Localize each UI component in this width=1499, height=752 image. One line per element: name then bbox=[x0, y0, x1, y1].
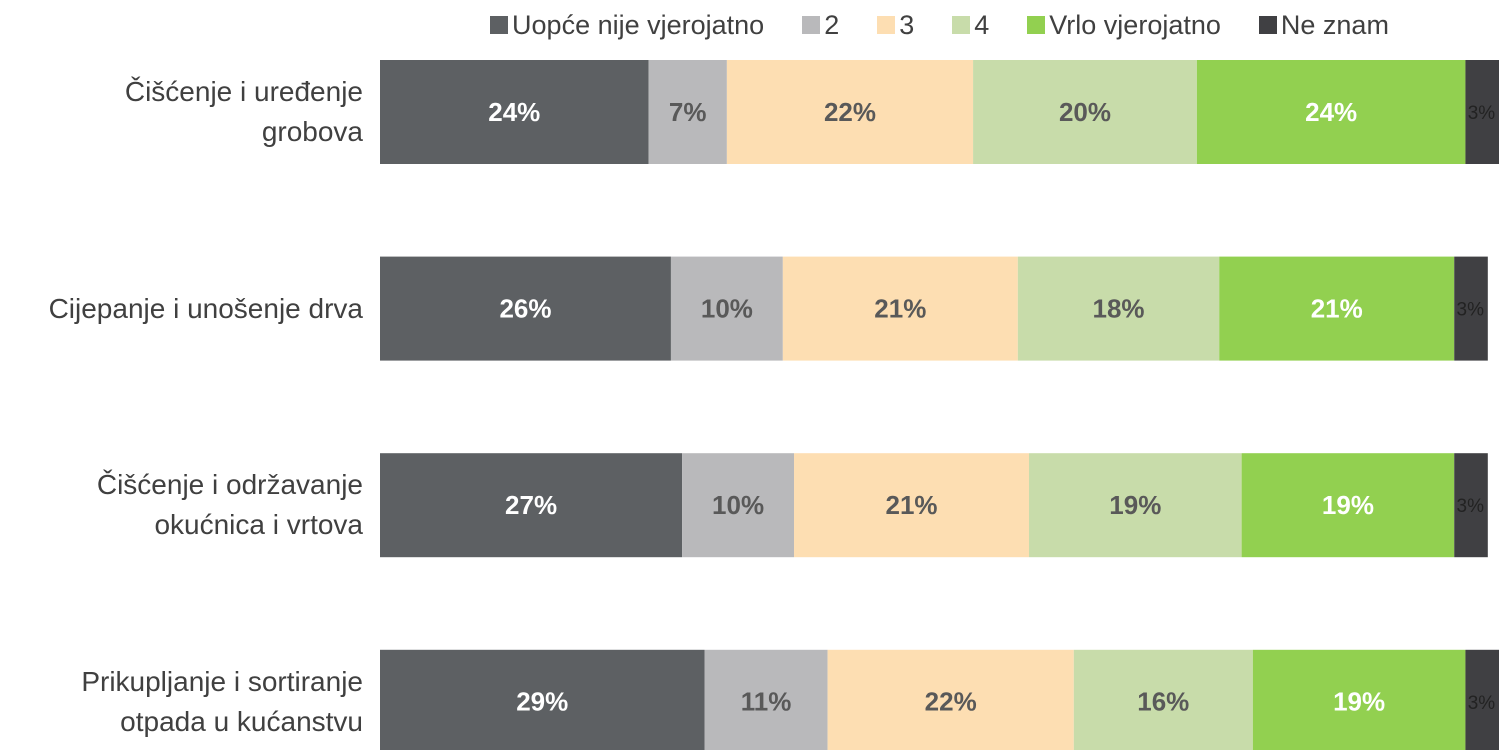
data-label: 22% bbox=[925, 687, 977, 717]
legend-item: Uopće nije vjerojatno bbox=[490, 10, 764, 41]
bar-segment bbox=[1465, 60, 1499, 164]
bar-segment bbox=[670, 256, 783, 361]
legend-item: Vrlo vjerojatno bbox=[1027, 10, 1221, 41]
bar-segment bbox=[827, 649, 1074, 750]
legend-label: Ne znam bbox=[1280, 9, 1389, 40]
bar-segment bbox=[1454, 256, 1488, 361]
data-label: 26% bbox=[499, 293, 551, 323]
category-label: Čišćenje i održavanje okućnica i vrtova bbox=[0, 455, 363, 555]
bar-segment bbox=[1029, 453, 1242, 558]
category-label: Čišćenje i uređenje grobova bbox=[0, 62, 363, 162]
category-text: Prikupljanje i sortiranje otpada u kućan… bbox=[81, 665, 363, 737]
data-label: 22% bbox=[824, 97, 876, 127]
legend-label: Vrlo vjerojatno bbox=[1049, 9, 1221, 40]
data-label: 18% bbox=[1093, 293, 1145, 323]
bar-segment bbox=[380, 649, 705, 750]
legend-label: 2 bbox=[824, 9, 840, 40]
legend-swatch bbox=[1258, 16, 1277, 34]
bar-segment bbox=[794, 453, 1030, 558]
data-label: 3% bbox=[1457, 496, 1485, 517]
legend-swatch bbox=[490, 16, 509, 34]
data-label: 3% bbox=[1468, 103, 1496, 124]
bar-segment bbox=[1454, 453, 1488, 558]
legend-swatch bbox=[877, 16, 896, 34]
category-text: Čišćenje i uređenje grobova bbox=[124, 76, 363, 147]
data-label: 7% bbox=[669, 97, 707, 127]
bar-segment bbox=[1241, 453, 1455, 558]
bar-segment bbox=[1219, 256, 1455, 361]
legend-swatch bbox=[1027, 16, 1046, 34]
legend-label: 3 bbox=[899, 9, 915, 40]
bar-segment bbox=[380, 453, 683, 558]
legend-item: Ne znam bbox=[1258, 9, 1389, 41]
legend-item: 2 bbox=[802, 10, 839, 41]
bar-segment bbox=[726, 60, 974, 164]
data-label: 29% bbox=[516, 687, 568, 717]
bar-segment bbox=[1017, 256, 1220, 361]
data-label: 3% bbox=[1468, 693, 1496, 714]
bar-segment bbox=[973, 60, 1197, 164]
legend-item: 3 bbox=[877, 10, 914, 41]
data-label: 10% bbox=[712, 490, 764, 520]
bar-segment bbox=[1252, 649, 1466, 750]
category-text: Čišćenje i održavanje okućnica i vrtova bbox=[96, 469, 363, 541]
data-label: 27% bbox=[505, 490, 557, 520]
legend-label: Uopće nije vjerojatno bbox=[512, 9, 765, 40]
data-label: 20% bbox=[1059, 97, 1111, 127]
bar-segment bbox=[782, 256, 1018, 361]
bar-segment bbox=[648, 60, 727, 164]
bar-segment bbox=[1465, 649, 1499, 750]
bar-segment bbox=[682, 453, 795, 558]
legend: Uopće nije vjerojatno 2 3 4 Vrlo vjerojatno N… bbox=[380, 6, 1499, 44]
category-label: Cijepanje i unošenje drva bbox=[0, 259, 363, 359]
bar-segment bbox=[1196, 60, 1466, 164]
data-label: 24% bbox=[1305, 97, 1357, 127]
data-label: 21% bbox=[1311, 293, 1363, 323]
bar-segment bbox=[1073, 649, 1253, 750]
legend-label: 4 bbox=[974, 9, 990, 40]
legend-item: 4 bbox=[952, 10, 989, 41]
bar-segment bbox=[704, 649, 828, 750]
data-label: 3% bbox=[1457, 300, 1485, 321]
legend-swatch bbox=[952, 16, 971, 34]
legend-swatch bbox=[802, 16, 821, 34]
data-label: 10% bbox=[701, 293, 753, 323]
category-label: Prikupljanje i sortiranje otpada u kućan… bbox=[0, 652, 363, 752]
data-label: 19% bbox=[1109, 490, 1161, 520]
data-label: 21% bbox=[886, 490, 938, 520]
bar-segment bbox=[380, 256, 671, 361]
data-label: 19% bbox=[1333, 687, 1385, 717]
data-label: 16% bbox=[1137, 687, 1189, 717]
data-label: 21% bbox=[874, 293, 926, 323]
data-label: 11% bbox=[741, 687, 792, 717]
data-label: 24% bbox=[488, 97, 540, 127]
data-label: 19% bbox=[1322, 490, 1374, 520]
bar-segment bbox=[380, 60, 649, 164]
category-text: Cijepanje i unošenje drva bbox=[48, 292, 363, 324]
